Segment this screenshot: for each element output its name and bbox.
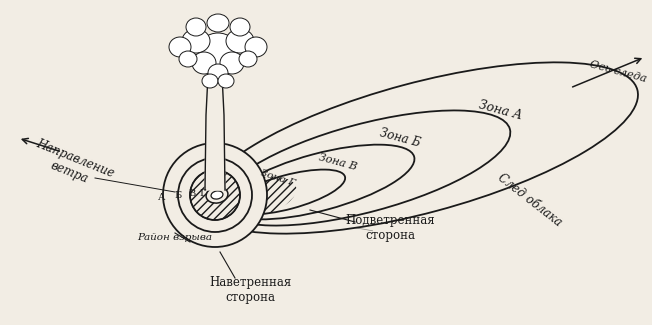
Text: Зона А: Зона А — [477, 98, 523, 122]
Ellipse shape — [179, 51, 197, 67]
Ellipse shape — [245, 37, 267, 57]
Text: Наветренная
сторона: Наветренная сторона — [209, 276, 291, 304]
Ellipse shape — [226, 145, 415, 219]
Ellipse shape — [207, 14, 229, 32]
Ellipse shape — [226, 29, 254, 53]
Text: Г: Г — [200, 188, 206, 198]
Ellipse shape — [186, 18, 206, 36]
Ellipse shape — [220, 111, 511, 226]
Ellipse shape — [239, 51, 257, 67]
Text: Ось следа: Ось следа — [589, 59, 647, 84]
Ellipse shape — [169, 37, 191, 57]
Text: В: В — [188, 189, 196, 199]
Ellipse shape — [211, 191, 223, 199]
Text: А: А — [158, 193, 166, 202]
Ellipse shape — [202, 62, 638, 234]
Ellipse shape — [220, 52, 244, 74]
Polygon shape — [205, 75, 225, 190]
Ellipse shape — [208, 64, 228, 82]
Text: Подветренная
сторона: Подветренная сторона — [345, 214, 435, 242]
Text: Зона Г: Зона Г — [259, 168, 297, 188]
Circle shape — [163, 143, 267, 247]
Ellipse shape — [230, 18, 250, 36]
Text: Направление
ветра: Направление ветра — [28, 136, 116, 194]
Circle shape — [190, 170, 240, 220]
Ellipse shape — [206, 187, 228, 203]
Ellipse shape — [182, 29, 210, 53]
Text: Зона В: Зона В — [318, 152, 358, 172]
Ellipse shape — [192, 52, 216, 74]
Ellipse shape — [218, 74, 234, 88]
Ellipse shape — [231, 170, 345, 214]
Ellipse shape — [202, 74, 218, 88]
Text: Зона Б: Зона Б — [378, 126, 422, 150]
Text: След облака: След облака — [496, 171, 565, 229]
Text: Район взрыва: Район взрыва — [138, 233, 213, 242]
Circle shape — [178, 158, 252, 232]
Ellipse shape — [199, 33, 237, 65]
Text: Б: Б — [174, 191, 182, 201]
